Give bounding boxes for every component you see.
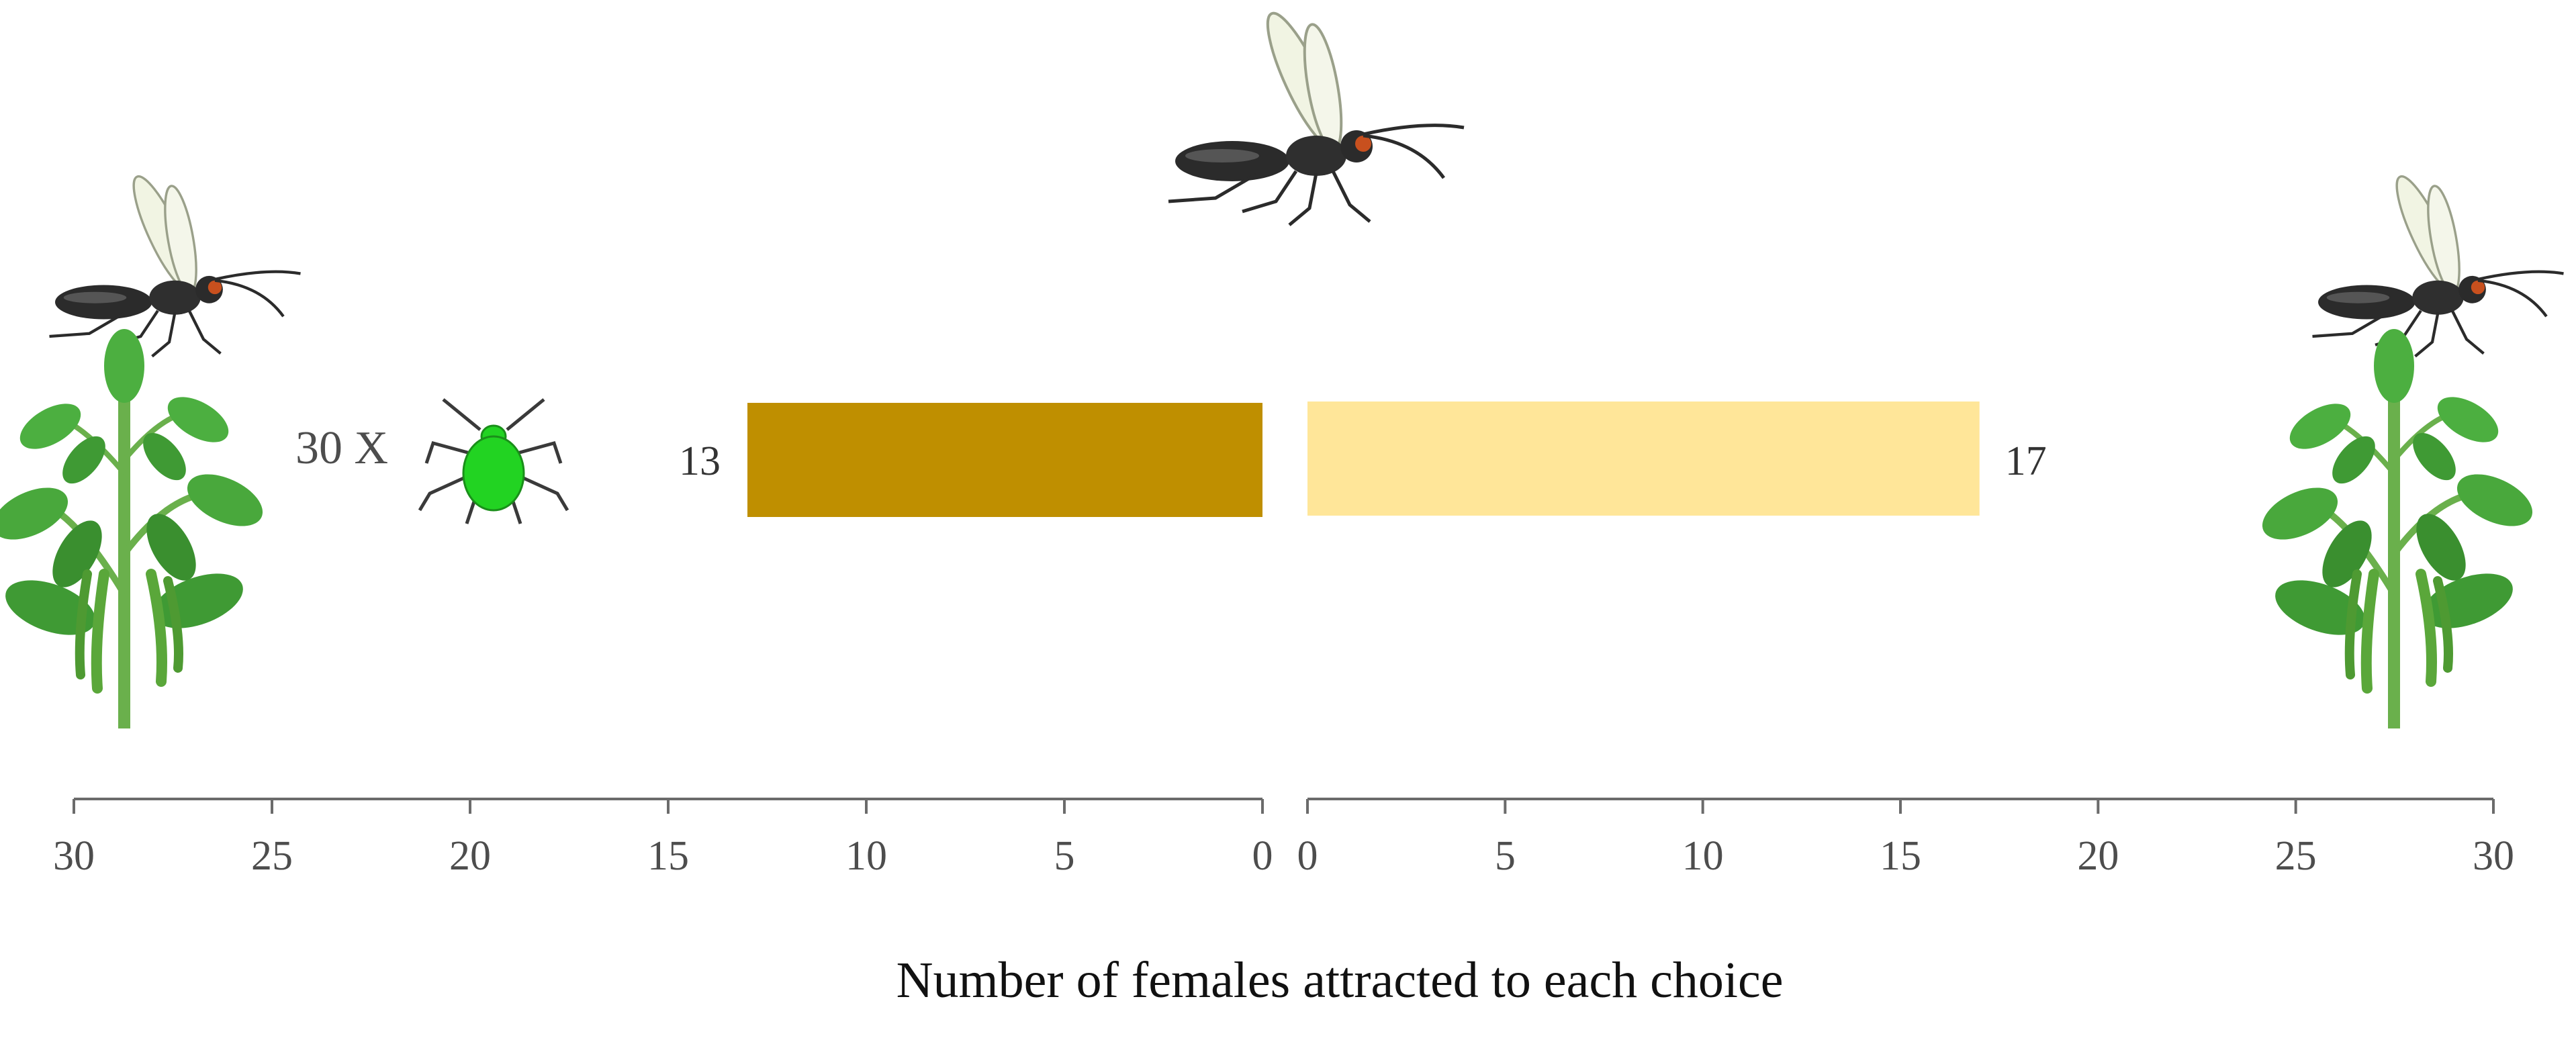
- parasitoid-wasp-icon: [49, 171, 300, 357]
- bar-left: [747, 403, 1262, 517]
- x-tick-label-right: 10: [1682, 833, 1724, 879]
- plant-icon: [0, 329, 271, 728]
- x-tick-label-left: 5: [1054, 833, 1075, 879]
- data-label-left: 13: [679, 438, 721, 484]
- x-tick-label-right: 0: [1297, 833, 1318, 879]
- x-tick-label-right: 15: [1880, 833, 1921, 879]
- x-tick-label-left: 20: [449, 833, 491, 879]
- aphid-icon: [418, 398, 569, 524]
- x-tick-label-left: 25: [251, 833, 293, 879]
- x-axis-title: Number of females attracted to each choi…: [896, 952, 1784, 1008]
- x-tick-label-right: 30: [2473, 833, 2514, 879]
- aphid-count-label: 30 X: [295, 422, 388, 474]
- parasitoid-wasp-icon: [1168, 6, 1464, 225]
- x-tick-label-left: 0: [1252, 833, 1273, 879]
- x-tick-label-left: 15: [647, 833, 689, 879]
- x-tick-label-left: 30: [53, 833, 95, 879]
- x-tick-label-right: 25: [2275, 833, 2317, 879]
- x-tick-label-right: 20: [2077, 833, 2119, 879]
- x-tick-label-right: 5: [1495, 833, 1516, 879]
- parasitoid-wasp-icon: [2313, 171, 2564, 357]
- x-tick-label-left: 10: [845, 833, 887, 879]
- bar-right: [1307, 402, 1980, 516]
- data-label-right: 17: [2005, 438, 2047, 484]
- plant-icon: [2254, 329, 2540, 728]
